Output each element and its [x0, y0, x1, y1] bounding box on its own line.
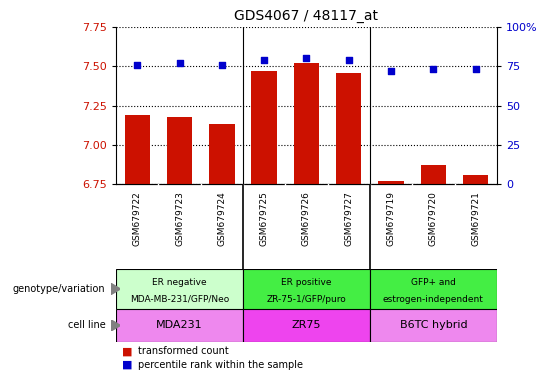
Text: GSM679723: GSM679723	[175, 191, 184, 246]
Bar	[243, 269, 370, 309]
Point	[387, 68, 395, 74]
Point	[429, 66, 438, 73]
Text: ZR-75-1/GFP/puro: ZR-75-1/GFP/puro	[267, 295, 346, 303]
Bar	[370, 269, 497, 309]
Text: MDA231: MDA231	[156, 320, 203, 331]
Text: GSM679724: GSM679724	[218, 191, 226, 246]
Text: GFP+ and: GFP+ and	[411, 278, 456, 287]
Text: transformed count: transformed count	[138, 346, 228, 356]
Text: genotype/variation: genotype/variation	[12, 284, 105, 294]
Text: ■: ■	[122, 360, 132, 370]
Point	[218, 61, 226, 68]
Text: GSM679726: GSM679726	[302, 191, 311, 246]
Bar	[116, 269, 243, 309]
Bar	[252, 71, 277, 184]
Text: GSM679719: GSM679719	[387, 191, 395, 246]
Text: GSM679722: GSM679722	[133, 191, 141, 246]
Polygon shape	[111, 319, 120, 331]
Bar	[463, 175, 488, 184]
Point	[345, 57, 353, 63]
Text: estrogen-independent: estrogen-independent	[383, 295, 484, 303]
Point	[133, 61, 141, 68]
Text: GSM679725: GSM679725	[260, 191, 269, 246]
Title: GDS4067 / 48117_at: GDS4067 / 48117_at	[234, 9, 379, 23]
Text: ■: ■	[122, 346, 132, 356]
Text: cell line: cell line	[68, 320, 105, 331]
Bar	[209, 124, 234, 184]
Bar	[336, 73, 361, 184]
Bar	[167, 117, 192, 184]
Text: GSM679720: GSM679720	[429, 191, 438, 246]
Point	[302, 55, 311, 61]
Point	[471, 66, 480, 73]
Text: ZR75: ZR75	[292, 320, 321, 331]
Bar	[243, 309, 370, 342]
Text: percentile rank within the sample: percentile rank within the sample	[138, 360, 303, 370]
Text: ER negative: ER negative	[152, 278, 207, 287]
Bar	[370, 309, 497, 342]
Polygon shape	[111, 283, 120, 295]
Point	[260, 57, 268, 63]
Bar	[379, 181, 404, 184]
Text: ER positive: ER positive	[281, 278, 332, 287]
Text: GSM679721: GSM679721	[471, 191, 480, 246]
Text: B6TC hybrid: B6TC hybrid	[400, 320, 467, 331]
Bar	[421, 166, 446, 184]
Bar	[294, 63, 319, 184]
Bar	[116, 309, 243, 342]
Bar	[125, 115, 150, 184]
Text: MDA-MB-231/GFP/Neo: MDA-MB-231/GFP/Neo	[130, 295, 229, 303]
Text: GSM679727: GSM679727	[345, 191, 353, 246]
Point	[175, 60, 184, 66]
